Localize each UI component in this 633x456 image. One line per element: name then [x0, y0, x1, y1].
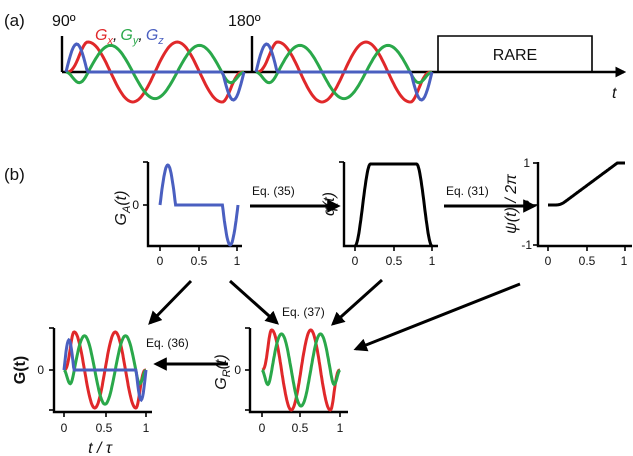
- plot-ga: 0 0 0.5 1 GA(t): [113, 161, 242, 268]
- panel-b: (b) 0 0 0.5 1 GA(t) 0 0.5 1 q(t): [4, 156, 632, 456]
- plot-psi-xtick-label-05: 0.5: [579, 254, 596, 268]
- plot-psi-xtick-label-1: 1: [621, 254, 628, 268]
- plot-g-curve-y: [63, 334, 147, 406]
- plot-psi-xtick-label-0: 0: [545, 254, 552, 268]
- plot-gr-curve-x: [261, 328, 341, 412]
- plot-q: 0 0.5 1 q(t): [321, 161, 438, 268]
- pulse-90-label: 90º: [52, 13, 76, 30]
- plot-ga-ylabel: GA(t): [113, 191, 133, 226]
- plot-gr: 0 0 0.5 1 GR(t): [213, 327, 348, 435]
- plot-psi-axes: [536, 162, 632, 248]
- plot-g: 0 0 0.5 1 G(t) t / τ: [12, 327, 152, 456]
- plot-ga-xtick-label-05: 0.5: [191, 254, 208, 268]
- plot-gr-ytick-label: 0: [234, 363, 241, 377]
- plot-ga-ytick-label: 0: [132, 198, 139, 212]
- eq37-label: Eq. (37): [282, 305, 325, 319]
- plot-gr-xtick-label-05: 0.5: [292, 421, 309, 435]
- panel-a: (a) 90º 180º Gx, Gy, Gz t RARE: [4, 11, 627, 104]
- plot-g-axes: [52, 328, 152, 414]
- rare-block: [437, 35, 593, 72]
- rare-label: RARE: [493, 47, 537, 64]
- plot-g-curve-z: [62, 337, 148, 403]
- pulse-180-label: 180º: [228, 13, 261, 30]
- plot-ga-axes: [146, 162, 242, 248]
- eq35-label: Eq. (35): [252, 184, 295, 198]
- arrow-ga-to-gr: [229, 279, 280, 325]
- gy-waveform-1: [65, 43, 245, 101]
- plot-g-xtick-label-05: 0.5: [96, 421, 113, 435]
- gz-waveform-1: [64, 42, 246, 102]
- arrow-q-to-gr: [330, 278, 384, 326]
- gz-waveform-2: [254, 42, 434, 102]
- plot-psi: 1 0 -1 0 0.5 1 ψ(t) / 2π: [503, 156, 632, 268]
- plot-q-curve: [354, 162, 433, 248]
- plot-gr-ylabel: GR(t): [213, 354, 233, 390]
- plot-psi-ylabel: ψ(t) / 2π: [503, 174, 520, 234]
- plot-ga-xtick-label-1: 1: [234, 254, 241, 268]
- plot-g-ylabel: G(t): [12, 356, 29, 384]
- plot-q-ylabel: q(t): [321, 192, 338, 216]
- plot-g-xtick-label-0: 0: [61, 421, 68, 435]
- plot-q-axes: [342, 162, 438, 248]
- gy-waveform-2: [255, 43, 433, 101]
- eq36-label: Eq. (36): [146, 336, 189, 350]
- plot-gr-curve-y: [261, 332, 341, 408]
- plot-q-xtick-label-1: 1: [429, 254, 436, 268]
- eq31-label: Eq. (31): [446, 184, 489, 198]
- plot-ga-xtick-label-0: 0: [157, 254, 164, 268]
- plot-psi-ytick-label-m1: -1: [521, 238, 532, 252]
- plot-gr-xtick-label-1: 1: [337, 421, 344, 435]
- arrow-psi-to-gr: [353, 282, 521, 352]
- gx-legend: Gx, Gy, Gz: [95, 27, 164, 47]
- panel-b-label: (b): [4, 165, 25, 184]
- plot-psi-curve: [548, 161, 625, 207]
- panel-a-label: (a): [4, 11, 25, 30]
- plot-g-xtick-label-1: 1: [143, 421, 150, 435]
- plot-gr-axes: [248, 328, 348, 414]
- plot-psi-ytick-label-1: 1: [523, 156, 530, 170]
- plot-ga-curve: [158, 163, 240, 247]
- plot-g-ytick-label: 0: [37, 363, 44, 377]
- plot-gr-xtick-label-0: 0: [259, 421, 266, 435]
- arrow-ga-to-g: [148, 279, 193, 325]
- plot-q-xtick-label-05: 0.5: [386, 254, 403, 268]
- time-axis-label: t: [612, 85, 617, 102]
- plot-g-xlabel: t / τ: [88, 440, 113, 456]
- plot-q-xtick-label-0: 0: [352, 254, 359, 268]
